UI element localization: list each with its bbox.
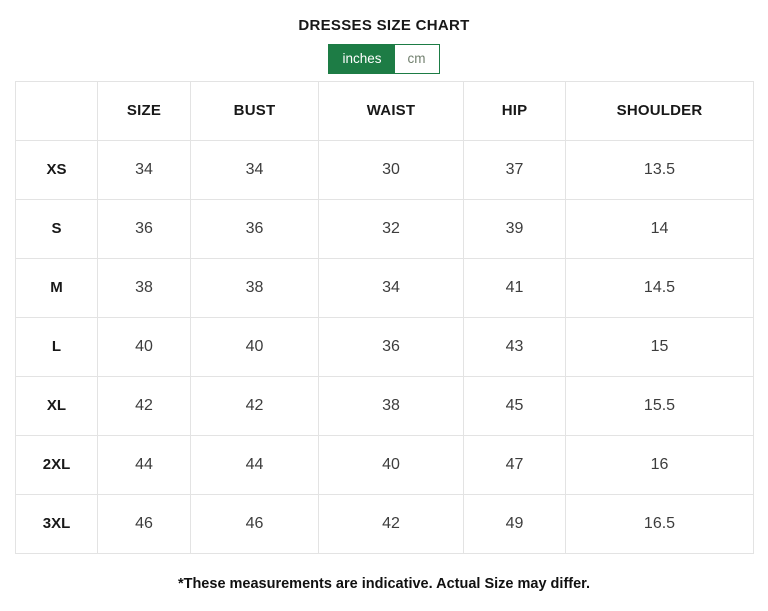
cell-value: 38 (318, 375, 464, 436)
table-row: 3XL 46 46 42 49 16.5 (15, 493, 754, 554)
cell-value: 15.5 (565, 375, 754, 436)
cell-value: 14 (565, 198, 754, 259)
cell-value: 16 (565, 434, 754, 495)
cell-value: 41 (463, 257, 566, 318)
cell-value: 36 (318, 316, 464, 377)
row-label-3xl: 3XL (15, 493, 98, 554)
cell-value: 39 (463, 198, 566, 259)
unit-toggle-inches[interactable]: inches (329, 45, 395, 73)
cell-value: 13.5 (565, 139, 754, 200)
cell-value: 49 (463, 493, 566, 554)
cell-value: 38 (190, 257, 319, 318)
cell-value: 40 (318, 434, 464, 495)
row-label-m: M (15, 257, 98, 318)
table-row: L 40 40 36 43 15 (15, 316, 754, 377)
table-row: M 38 38 34 41 14.5 (15, 257, 754, 318)
size-chart-table: SIZE BUST WAIST HIP SHOULDER XS 34 34 30… (15, 80, 754, 554)
cell-value: 14.5 (565, 257, 754, 318)
cell-value: 42 (97, 375, 191, 436)
header-cell-hip: HIP (463, 80, 566, 141)
cell-value: 36 (190, 198, 319, 259)
header-cell-size: SIZE (97, 80, 191, 141)
unit-toggle-cm[interactable]: cm (394, 45, 439, 73)
header-cell-waist: WAIST (318, 80, 464, 141)
cell-value: 40 (97, 316, 191, 377)
header-row: SIZE BUST WAIST HIP SHOULDER (15, 80, 754, 141)
table-row: XL 42 42 38 45 15.5 (15, 375, 754, 436)
header-cell-blank (15, 80, 98, 141)
cell-value: 46 (190, 493, 319, 554)
table-row: XS 34 34 30 37 13.5 (15, 139, 754, 200)
cell-value: 30 (318, 139, 464, 200)
cell-value: 42 (318, 493, 464, 554)
cell-value: 42 (190, 375, 319, 436)
page-title: DRESSES SIZE CHART (298, 17, 470, 34)
row-label-xs: XS (15, 139, 98, 200)
footnote: *These measurements are indicative. Actu… (177, 575, 591, 592)
cell-value: 32 (318, 198, 464, 259)
row-label-l: L (15, 316, 98, 377)
table-row: 2XL 44 44 40 47 16 (15, 434, 754, 495)
cell-value: 34 (97, 139, 191, 200)
cell-value: 44 (97, 434, 191, 495)
cell-value: 45 (463, 375, 566, 436)
cell-value: 47 (463, 434, 566, 495)
cell-value: 15 (565, 316, 754, 377)
row-label-s: S (15, 198, 98, 259)
row-label-xl: XL (15, 375, 98, 436)
cell-value: 34 (318, 257, 464, 318)
cell-value: 40 (190, 316, 319, 377)
header-cell-bust: BUST (190, 80, 319, 141)
cell-value: 16.5 (565, 493, 754, 554)
cell-value: 38 (97, 257, 191, 318)
row-label-2xl: 2XL (15, 434, 98, 495)
cell-value: 44 (190, 434, 319, 495)
header-cell-shoulder: SHOULDER (565, 80, 754, 141)
cell-value: 34 (190, 139, 319, 200)
unit-toggle: inches cm (328, 44, 440, 74)
cell-value: 46 (97, 493, 191, 554)
cell-value: 37 (463, 139, 566, 200)
cell-value: 43 (463, 316, 566, 377)
unit-toggle-row: inches cm (0, 44, 768, 74)
table-row: S 36 36 32 39 14 (15, 198, 754, 259)
cell-value: 36 (97, 198, 191, 259)
